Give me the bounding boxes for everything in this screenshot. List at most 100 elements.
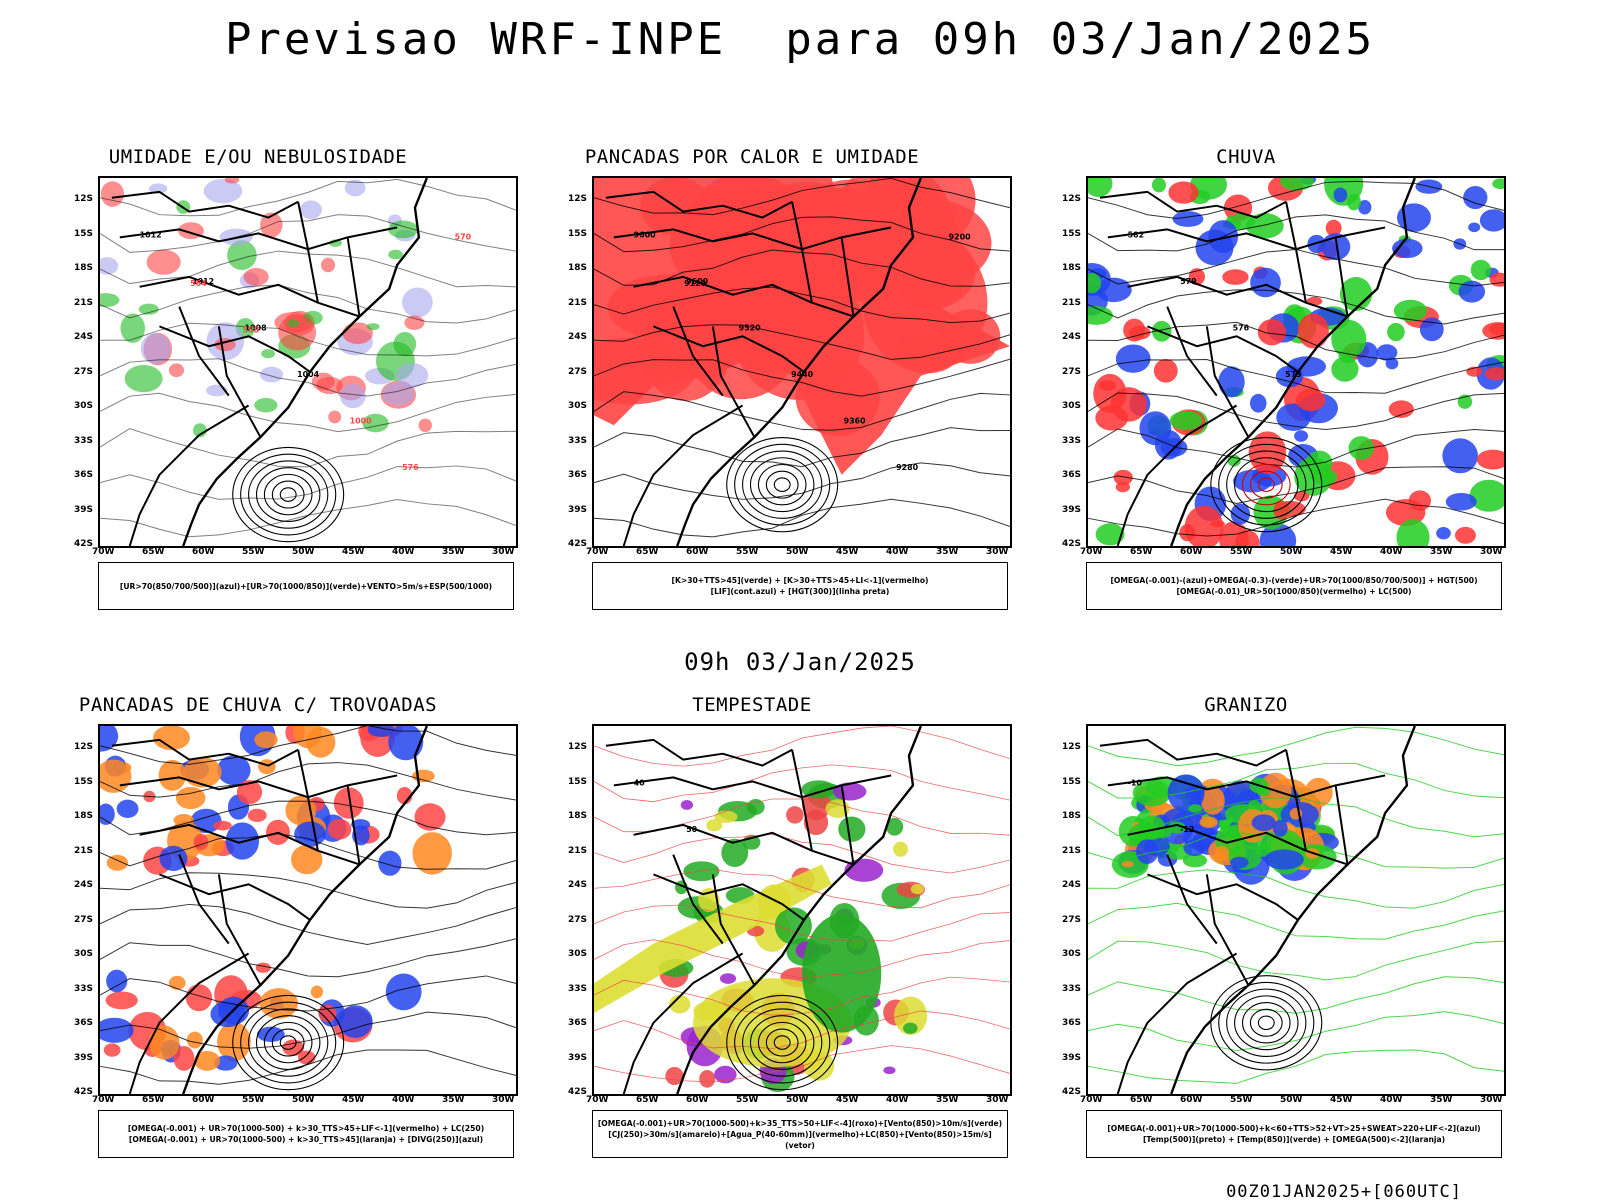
field-shading <box>1296 389 1326 412</box>
cyclone-contour <box>734 1001 831 1084</box>
state-border <box>111 190 299 219</box>
field-shading <box>1115 344 1151 373</box>
contour-line <box>1088 214 1504 252</box>
field-shading <box>146 249 181 275</box>
latitude-label: 21S <box>568 845 588 856</box>
field-shading <box>1293 491 1310 502</box>
field-shading <box>158 759 187 791</box>
field-shading <box>714 1065 737 1084</box>
field-shading <box>294 821 326 847</box>
cyclone-contour <box>734 443 831 526</box>
contour-value-label: 1008 <box>245 323 268 332</box>
longitude-label: 65W <box>1130 547 1153 557</box>
longitude-label: 70W <box>1080 547 1103 557</box>
field-shading <box>153 726 190 751</box>
legend-line: [LIF](cont.azul) + [HGT(300)](linha pret… <box>710 587 890 596</box>
field-shading <box>1188 804 1203 813</box>
field-shading <box>259 366 284 383</box>
field-shading <box>261 348 275 359</box>
state-border <box>791 201 813 303</box>
field-shading <box>1139 411 1172 446</box>
field-shading <box>699 1069 716 1088</box>
jet-stream-shading <box>594 864 832 1013</box>
field-shading <box>1396 519 1430 546</box>
cyclone-contour <box>1226 450 1307 519</box>
longitude-label: 50W <box>786 547 809 557</box>
latitude-label: 21S <box>568 297 588 308</box>
field-shading <box>1436 526 1451 540</box>
field-shading <box>1445 492 1477 511</box>
latitude-label: 33S <box>1062 983 1082 994</box>
contour-line <box>100 975 516 1012</box>
field-shading <box>903 1022 918 1034</box>
field-shading <box>1392 238 1423 259</box>
latitude-label: 15S <box>568 776 588 787</box>
field-shading <box>388 726 424 761</box>
latitude-label: 24S <box>568 332 588 342</box>
latitude-label: 30S <box>1062 949 1082 959</box>
legend-line: [OMEGA(-0.001) + UR>70(1000-500) + k>30_… <box>127 1124 485 1133</box>
legend-line: [Temp(500)](preto) + [Temp(850)](verde) … <box>1142 1135 1446 1144</box>
longitude-label: 30W <box>1480 547 1503 557</box>
field-shading <box>1297 313 1329 349</box>
field-shading <box>106 854 129 871</box>
panel-umidade: UMIDADE E/OU NEBULOSIDADE 1012 1012 1008 10… <box>8 146 518 646</box>
longitude-label: 40W <box>1380 547 1403 557</box>
contour-line <box>594 939 1010 980</box>
forecast-map: -10 -12 <box>1086 724 1506 1096</box>
contour-line <box>594 358 1010 397</box>
longitude-label: 60W <box>686 547 709 557</box>
contour-value-label: 9600 <box>634 230 657 239</box>
cyclone-contour <box>232 994 345 1091</box>
legend-line: [K>30+TTS>45](verde) + [K>30+TTS>45+LI<-… <box>671 576 929 585</box>
longitude-label: 55W <box>1230 547 1253 557</box>
longitude-label: 70W <box>1080 1095 1103 1105</box>
longitude-label: 50W <box>1280 1095 1303 1105</box>
longitude-label: 50W <box>1280 547 1303 557</box>
field-shading <box>1214 845 1229 861</box>
contour-line <box>1088 428 1504 468</box>
latitude-label: 18S <box>568 811 588 821</box>
state-border <box>1099 738 1287 767</box>
field-shading <box>367 726 395 737</box>
contour-line <box>594 391 1010 431</box>
latitude-label: 42S <box>568 539 588 549</box>
longitude-label: 30W <box>986 1095 1009 1105</box>
state-border <box>128 952 250 1094</box>
contour-line <box>100 833 516 870</box>
longitude-label: 45W <box>836 1095 859 1105</box>
field-shading <box>310 985 323 999</box>
field-shading <box>159 845 188 872</box>
cyclone-contour <box>240 1001 337 1084</box>
field-shading <box>1115 481 1131 493</box>
latitude-label: 15S <box>74 776 94 787</box>
contour-value-label: 9120 <box>684 279 707 288</box>
panel-tempestade: TEMPESTADE 40 50 [OMEGA(-0.001)+UR>70(100… <box>502 694 1012 1194</box>
field-shading <box>412 832 452 875</box>
field-shading <box>1250 267 1281 298</box>
longitude-label: 35W <box>442 1095 465 1105</box>
field-shading <box>254 397 278 413</box>
field-shading <box>120 313 146 343</box>
field-shading <box>1306 450 1333 475</box>
field-shading <box>173 1045 195 1071</box>
contour-line <box>100 322 516 357</box>
latitude-label: 27S <box>1062 366 1082 377</box>
field-shading <box>116 799 139 818</box>
latitude-label: 30S <box>568 949 588 959</box>
field-shading <box>327 818 352 840</box>
cyclone-contour <box>255 467 321 523</box>
panel-legend: [OMEGA(-0.001) + UR>70(1000-500) + k>30_… <box>98 1110 514 1158</box>
latitude-label: 24S <box>74 332 94 342</box>
field-shading <box>388 220 419 239</box>
field-shading <box>378 850 402 876</box>
field-shading <box>1088 178 1113 197</box>
state-border <box>346 237 361 317</box>
field-shading <box>801 780 836 799</box>
latitude-label: 18S <box>74 263 94 273</box>
state-border <box>605 738 793 767</box>
field-shading <box>669 994 691 1014</box>
cyclone-contour <box>1234 995 1299 1051</box>
field-shading <box>885 817 904 836</box>
latitude-label: 36S <box>74 1018 94 1028</box>
